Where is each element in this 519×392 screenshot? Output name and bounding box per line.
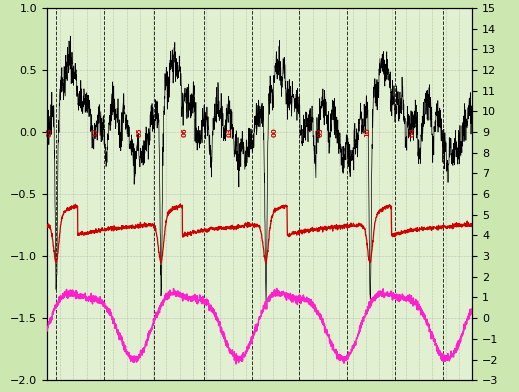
Text: 03: 03 xyxy=(46,127,52,137)
Text: 05: 05 xyxy=(137,127,143,137)
Text: 04: 04 xyxy=(409,127,416,137)
Text: 17: 17 xyxy=(93,127,99,137)
Text: 06: 06 xyxy=(182,127,188,137)
Text: 03: 03 xyxy=(226,127,232,137)
Text: 03: 03 xyxy=(318,127,324,137)
Text: 00: 00 xyxy=(271,127,277,137)
Text: 10: 10 xyxy=(364,127,370,137)
